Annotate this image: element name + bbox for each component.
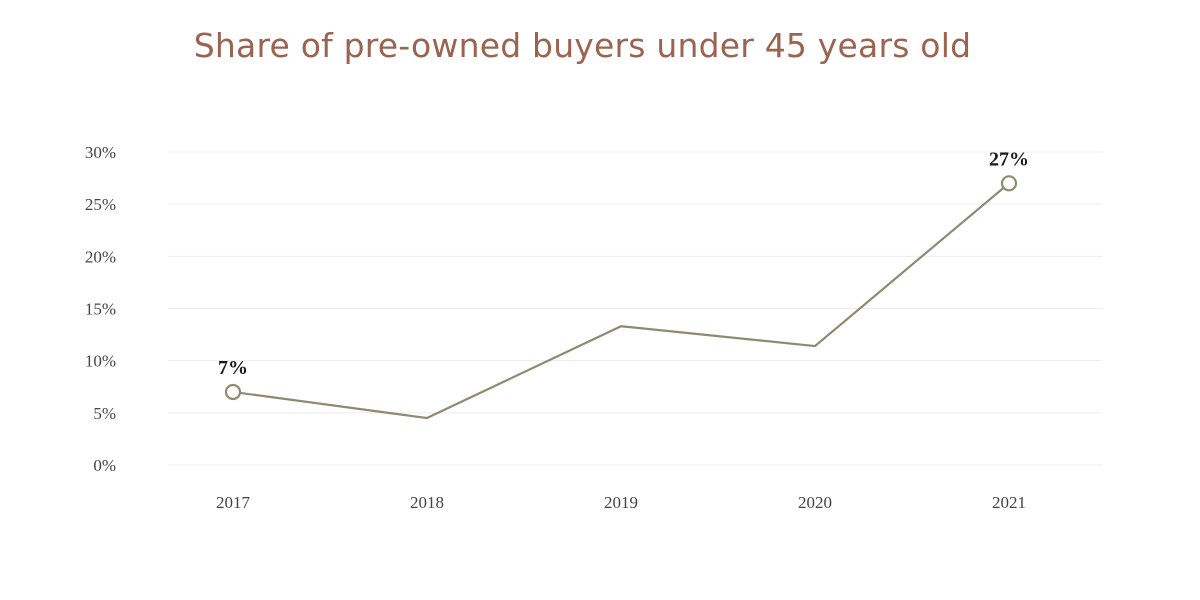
y-tick-label: 15% — [85, 300, 116, 319]
data-label: 27% — [989, 148, 1029, 170]
series-lines — [232, 182, 1010, 420]
data-label: 7% — [218, 357, 248, 379]
x-tick-label: 2021 — [992, 493, 1026, 512]
series-line — [232, 182, 1010, 420]
y-tick-label: 5% — [93, 404, 116, 423]
y-tick-label: 30% — [85, 143, 116, 162]
y-tick-label: 0% — [93, 456, 116, 475]
x-axis-ticks: 2017 2018 2019 2020 2021 — [216, 493, 1026, 512]
x-tick-label: 2019 — [604, 493, 638, 512]
x-tick-label: 2017 — [216, 493, 251, 512]
data-labels: 7% 27% — [218, 148, 1029, 379]
data-point-marker — [224, 383, 242, 401]
x-tick-label: 2018 — [410, 493, 444, 512]
data-point-marker — [1000, 175, 1018, 192]
gridlines — [168, 151, 1102, 466]
chart-title: Share of pre-owned buyers under 45 years… — [193, 26, 972, 65]
series-points — [224, 175, 1018, 401]
y-tick-label: 25% — [85, 195, 116, 214]
y-tick-label: 20% — [85, 247, 116, 266]
x-tick-label: 2020 — [798, 493, 832, 512]
y-axis-ticks: 0% 5% 10% 15% 20% 25% 30% — [85, 143, 116, 475]
y-tick-label: 10% — [85, 352, 116, 371]
